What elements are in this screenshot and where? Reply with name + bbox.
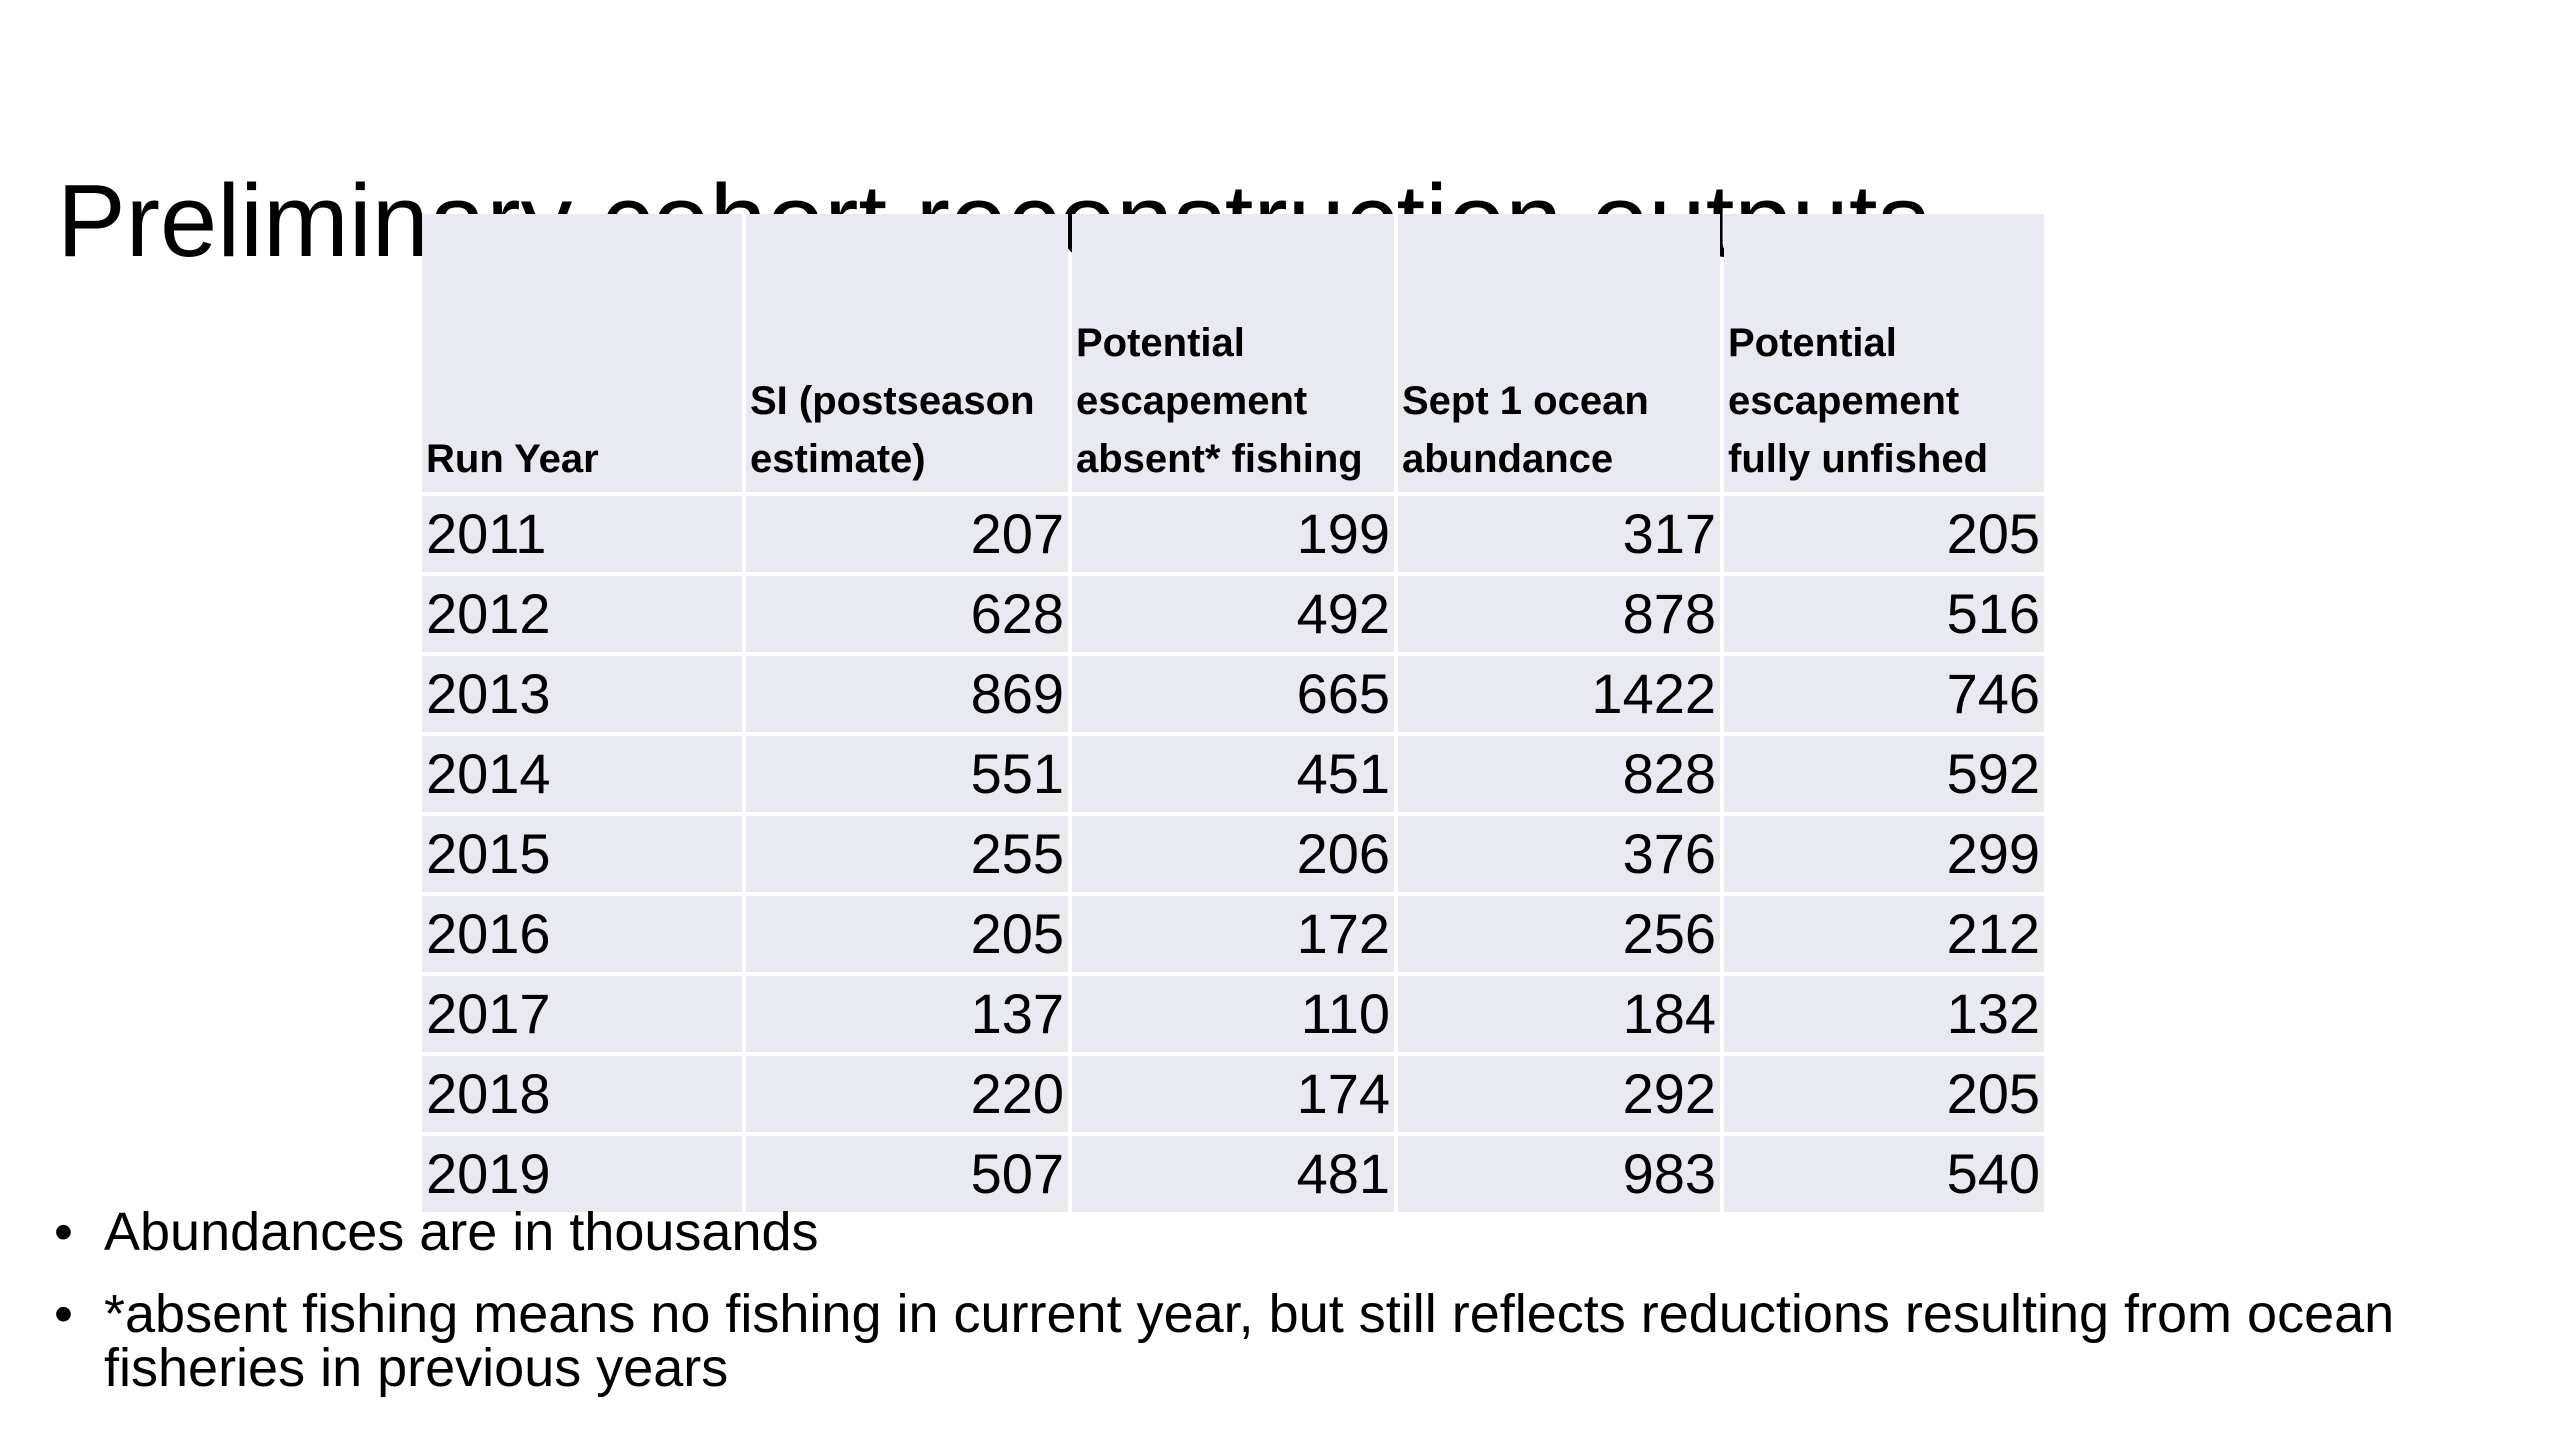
cell-ocean-abundance: 292	[1398, 1056, 1720, 1132]
cell-si: 207	[746, 496, 1068, 572]
table-row: 2016 205 172 256 212	[422, 896, 2044, 972]
header-si-postseason-estimate: SI (postseason estimate)	[746, 214, 1068, 492]
cell-escapement-absent-fishing: 199	[1072, 496, 1394, 572]
cell-ocean-abundance: 1422	[1398, 656, 1720, 732]
cell-ocean-abundance: 317	[1398, 496, 1720, 572]
note-item: • *absent fishing means no fishing in cu…	[50, 1287, 2510, 1395]
note-item: • Abundances are in thousands	[50, 1205, 2510, 1259]
cell-ocean-abundance: 983	[1398, 1136, 1720, 1212]
cell-ocean-abundance: 878	[1398, 576, 1720, 652]
cell-run-year: 2012	[422, 576, 742, 652]
cell-si: 255	[746, 816, 1068, 892]
cell-run-year: 2018	[422, 1056, 742, 1132]
note-text-abundances: Abundances are in thousands	[104, 1202, 819, 1262]
table-row: 2012 628 492 878 516	[422, 576, 2044, 652]
cell-si: 220	[746, 1056, 1068, 1132]
cell-escapement-fully-unfished: 299	[1724, 816, 2044, 892]
bullet-icon: •	[54, 1284, 73, 1344]
cell-escapement-fully-unfished: 540	[1724, 1136, 2044, 1212]
cell-si: 869	[746, 656, 1068, 732]
cell-run-year: 2011	[422, 496, 742, 572]
cell-escapement-fully-unfished: 746	[1724, 656, 2044, 732]
cell-run-year: 2015	[422, 816, 742, 892]
cell-escapement-absent-fishing: 172	[1072, 896, 1394, 972]
cell-escapement-fully-unfished: 516	[1724, 576, 2044, 652]
cell-ocean-abundance: 184	[1398, 976, 1720, 1052]
cell-escapement-fully-unfished: 212	[1724, 896, 2044, 972]
cell-escapement-absent-fishing: 206	[1072, 816, 1394, 892]
header-potential-escapement-absent-fishing: Potential escapement absent* fishing	[1072, 214, 1394, 492]
cell-escapement-absent-fishing: 665	[1072, 656, 1394, 732]
cell-si: 137	[746, 976, 1068, 1052]
table-row: 2015 255 206 376 299	[422, 816, 2044, 892]
cell-run-year: 2019	[422, 1136, 742, 1212]
table-row: 2011 207 199 317 205	[422, 496, 2044, 572]
note-text-absent-fishing: *absent fishing means no fishing in curr…	[104, 1284, 2395, 1398]
table-row: 2014 551 451 828 592	[422, 736, 2044, 812]
notes-list: • Abundances are in thousands • *absent …	[50, 1205, 2510, 1423]
cell-escapement-absent-fishing: 451	[1072, 736, 1394, 812]
cell-ocean-abundance: 376	[1398, 816, 1720, 892]
cell-escapement-absent-fishing: 110	[1072, 976, 1394, 1052]
cell-escapement-absent-fishing: 174	[1072, 1056, 1394, 1132]
table-row: 2013 869 665 1422 746	[422, 656, 2044, 732]
header-run-year: Run Year	[422, 214, 742, 492]
cell-escapement-fully-unfished: 205	[1724, 1056, 2044, 1132]
cell-escapement-absent-fishing: 481	[1072, 1136, 1394, 1212]
cell-escapement-fully-unfished: 592	[1724, 736, 2044, 812]
cell-run-year: 2017	[422, 976, 742, 1052]
header-potential-escapement-fully-unfished: Potential escapement fully unfished	[1724, 214, 2044, 492]
table-header-row: Run Year SI (postseason estimate) Potent…	[422, 214, 2044, 492]
cell-ocean-abundance: 256	[1398, 896, 1720, 972]
cell-escapement-absent-fishing: 492	[1072, 576, 1394, 652]
table-row: 2019 507 481 983 540	[422, 1136, 2044, 1212]
cell-run-year: 2013	[422, 656, 742, 732]
cell-run-year: 2014	[422, 736, 742, 812]
cell-si: 205	[746, 896, 1068, 972]
table-row: 2018 220 174 292 205	[422, 1056, 2044, 1132]
cell-escapement-fully-unfished: 132	[1724, 976, 2044, 1052]
table-row: 2017 137 110 184 132	[422, 976, 2044, 1052]
cell-escapement-fully-unfished: 205	[1724, 496, 2044, 572]
cell-ocean-abundance: 828	[1398, 736, 1720, 812]
header-sept-1-ocean-abundance: Sept 1 ocean abundance	[1398, 214, 1720, 492]
cell-si: 507	[746, 1136, 1068, 1212]
cohort-table: Run Year SI (postseason estimate) Potent…	[418, 210, 2048, 1216]
cell-si: 551	[746, 736, 1068, 812]
bullet-icon: •	[54, 1202, 73, 1262]
cell-si: 628	[746, 576, 1068, 652]
cell-run-year: 2016	[422, 896, 742, 972]
